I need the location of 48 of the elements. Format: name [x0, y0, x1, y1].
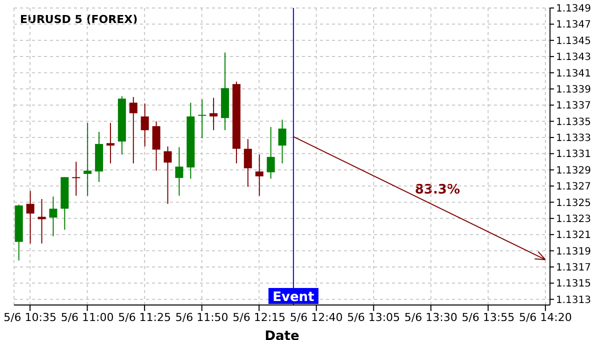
- candlestick: [152, 120, 160, 172]
- x-tick-label: 5/6 11:00: [60, 310, 114, 324]
- candlestick: [164, 146, 172, 204]
- y-tick-label: 1.1319: [556, 246, 591, 258]
- y-tick-label: 1.1345: [556, 36, 591, 47]
- x-tick-label: 5/6 13:55: [462, 310, 515, 324]
- candlestick: [84, 122, 92, 196]
- y-tick-label: 1.1331: [556, 149, 591, 160]
- candlestick: [129, 96, 138, 164]
- x-tick-label: 5/6 14:20: [518, 310, 572, 324]
- candlestick: [140, 102, 149, 147]
- y-tick-label: 1.1349: [556, 4, 591, 15]
- x-tick-label: 5/6 11:25: [118, 310, 172, 324]
- candlestick: [198, 98, 206, 139]
- x-tick-label: 5/6 13:05: [347, 310, 400, 324]
- candlestick: [26, 190, 34, 244]
- x-tick-label: 5/6 10:35: [4, 310, 56, 324]
- y-tick-label: 1.1341: [556, 68, 591, 80]
- y-tick-label: 1.1333: [556, 133, 591, 144]
- y-tick-label: 1.1313: [556, 294, 591, 306]
- y-tick-label: 1.1321: [556, 230, 591, 242]
- y-tick-label: 1.1317: [556, 262, 591, 274]
- y-tick-label: 1.1327: [556, 182, 591, 193]
- y-tick-label: 1.1315: [556, 278, 591, 290]
- candlestick: [210, 97, 218, 131]
- candlestick: [72, 161, 80, 196]
- y-tick-label: 1.1337: [556, 100, 591, 112]
- candlestick: [175, 146, 184, 196]
- y-tick-label: 1.1329: [556, 165, 591, 176]
- candlestick: [278, 119, 286, 164]
- x-tick-label: 5/6 11:50: [175, 310, 228, 324]
- candlestick: [244, 138, 252, 188]
- candlestick: [106, 122, 114, 164]
- y-tick-label: 1.1347: [556, 20, 591, 31]
- y-tick-label: 1.1343: [556, 52, 591, 64]
- y-tick-label: 1.1323: [556, 214, 591, 225]
- candlestick: [266, 126, 275, 180]
- candlestick: [255, 154, 264, 196]
- x-tick-label: 5/6 13:30: [404, 310, 458, 324]
- y-tick-label: 1.1339: [556, 84, 591, 96]
- y-tick-label: 1.1335: [556, 116, 591, 128]
- x-axis-title: Date: [264, 329, 300, 340]
- text: EURUSD 5 (FOREX): [20, 13, 138, 26]
- candlestick: [49, 196, 58, 237]
- x-tick-label: 5/6 12:40: [290, 310, 343, 324]
- y-tick-label: 1.1325: [556, 198, 591, 209]
- x-tick-label: 5/6 12:15: [232, 310, 286, 324]
- ref-line-label: Event: [272, 290, 314, 305]
